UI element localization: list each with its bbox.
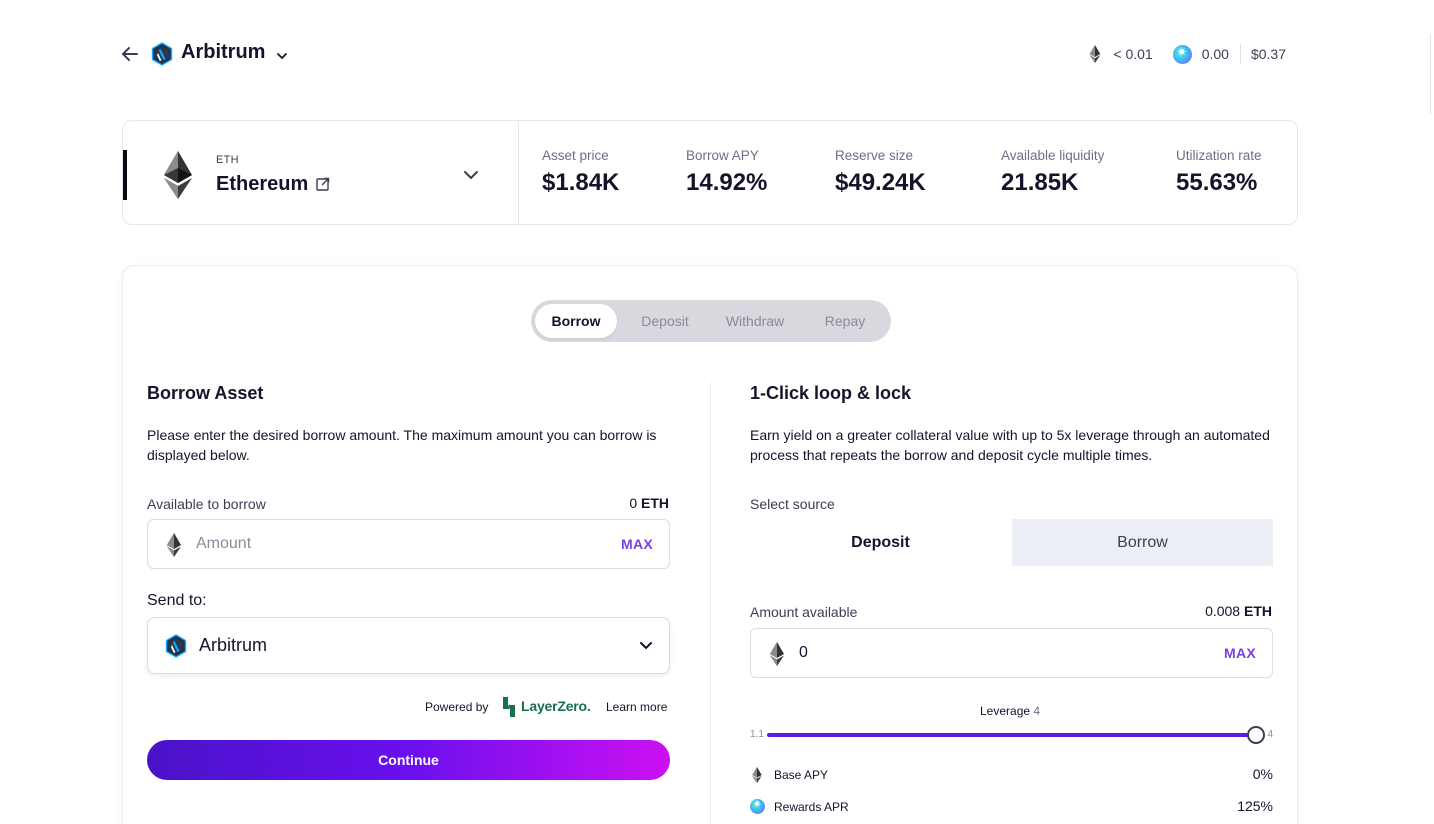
layerzero-logo-text: LayerZero. — [521, 698, 591, 714]
source-toggle: Deposit Borrow — [750, 519, 1273, 566]
eth-icon — [167, 533, 181, 557]
wallet-balances: < 0.01 0.00 $0.37 — [1087, 44, 1286, 64]
stat-label: Asset price — [542, 148, 609, 163]
scrollbar[interactable] — [1430, 34, 1434, 114]
leverage-slider[interactable]: 1.1 4 — [750, 725, 1273, 745]
stat-asset-price: Asset price $1.84K — [542, 148, 619, 197]
available-amount: 0 — [629, 495, 638, 511]
tab-withdraw[interactable]: Withdraw — [725, 313, 785, 329]
tab-borrow[interactable]: Borrow — [535, 304, 617, 338]
rewards-balance: 0.00 — [1201, 46, 1229, 62]
base-apy-row: Base APY 0% — [750, 765, 1273, 785]
source-deposit-button[interactable]: Deposit — [750, 519, 1011, 566]
slider-thumb[interactable] — [1247, 726, 1265, 744]
loop-amount-input[interactable] — [799, 639, 1179, 667]
borrow-amount-field[interactable]: MAX — [147, 519, 670, 569]
stat-value: $1.84K — [542, 169, 620, 196]
chevron-down-icon[interactable] — [463, 168, 479, 182]
leverage-label: Leverage 4 — [980, 704, 1040, 718]
amount-available-unit: ETH — [1244, 603, 1272, 619]
max-button[interactable]: MAX — [620, 536, 653, 552]
rewards-token-icon — [1172, 44, 1192, 64]
tab-repay[interactable]: Repay — [824, 313, 866, 329]
amount-available-label: Amount available — [750, 604, 858, 620]
powered-by-label: Powered by — [425, 700, 489, 714]
external-link-icon[interactable] — [316, 177, 330, 191]
back-arrow-icon[interactable] — [120, 44, 140, 64]
leverage-min: 1.1 — [750, 729, 764, 740]
rewards-apr-label: Rewards APR — [774, 800, 849, 814]
amount-available-number: 0.008 — [1205, 603, 1241, 619]
source-borrow-button[interactable]: Borrow — [1012, 519, 1273, 566]
arbitrum-logo-icon — [165, 634, 187, 658]
asset-name: Ethereum — [216, 173, 309, 195]
stat-value: 55.63% — [1176, 169, 1258, 196]
stat-value: $49.24K — [835, 169, 926, 196]
layerzero-logo-icon — [503, 697, 515, 717]
chevron-down-icon — [640, 642, 652, 650]
available-to-borrow-value: 0 ETH — [629, 495, 669, 511]
selected-accent-bar — [123, 150, 127, 200]
leverage-max: 4 — [1267, 729, 1273, 740]
continue-button[interactable]: Continue — [147, 740, 670, 780]
stat-label: Utilization rate — [1176, 148, 1262, 163]
eth-icon — [1090, 45, 1101, 63]
stat-available-liquidity: Available liquidity 21.85K — [1001, 148, 1104, 197]
rewards-apr-row: Rewards APR 125% — [750, 797, 1273, 817]
available-unit: ETH — [641, 495, 669, 511]
eth-balance: < 0.01 — [1113, 46, 1153, 62]
borrow-amount-input[interactable] — [196, 530, 576, 558]
arbitrum-logo-icon — [151, 42, 173, 66]
stat-reserve-size: Reserve size $49.24K — [835, 148, 926, 197]
base-apy-label: Base APY — [774, 768, 829, 782]
stat-value: 14.92% — [686, 169, 768, 196]
slider-fill — [767, 733, 1256, 737]
top-bar: Arbitrum < 0.01 0.00 $0.37 — [120, 38, 1290, 70]
action-tabs: Borrow Deposit Withdraw Repay — [531, 300, 891, 342]
available-to-borrow-label: Available to borrow — [147, 496, 266, 512]
powered-by: Powered by LayerZero. Learn more — [425, 694, 671, 720]
stat-label: Borrow APY — [686, 148, 759, 163]
eth-icon — [752, 767, 762, 783]
base-apy-value: 0% — [1252, 766, 1273, 782]
stat-borrow-apy: Borrow APY 14.92% — [686, 148, 767, 197]
borrow-description: Please enter the desired borrow amount. … — [147, 427, 657, 463]
loop-section-title: 1-Click loop & lock — [750, 383, 912, 403]
asset-symbol: ETH — [216, 154, 239, 166]
stat-label: Reserve size — [835, 148, 914, 163]
stat-value: 21.85K — [1001, 169, 1079, 196]
send-to-label: Send to: — [147, 592, 207, 609]
ethereum-logo-icon — [164, 151, 192, 199]
amount-available-value: 0.008 ETH — [1205, 603, 1272, 619]
leverage-value: 4 — [1033, 704, 1041, 718]
loop-description: Earn yield on a greater collateral value… — [750, 427, 1270, 463]
rewards-token-icon — [750, 799, 765, 814]
rewards-apr-value: 125% — [1237, 798, 1273, 814]
slider-track[interactable] — [767, 726, 1265, 744]
select-source-label: Select source — [750, 496, 835, 512]
max-button[interactable]: MAX — [1223, 645, 1256, 661]
usd-balance: $0.37 — [1250, 46, 1286, 62]
asset-selector[interactable]: ETH Ethereum — [123, 121, 519, 224]
action-card: Borrow Deposit Withdraw Repay Borrow Ass… — [122, 265, 1298, 824]
stat-utilization-rate: Utilization rate 55.63% — [1176, 148, 1262, 197]
leverage-label-text: Leverage — [980, 704, 1031, 718]
loop-amount-field[interactable]: MAX — [750, 628, 1273, 678]
divider — [1239, 44, 1241, 64]
send-to-select[interactable]: Arbitrum — [147, 617, 670, 674]
learn-more-link[interactable]: Learn more — [606, 700, 668, 714]
send-to-value: Arbitrum — [199, 635, 268, 655]
column-divider — [710, 382, 711, 824]
chevron-down-icon[interactable] — [276, 50, 288, 62]
stat-label: Available liquidity — [1001, 148, 1105, 163]
borrow-section-title: Borrow Asset — [147, 383, 264, 403]
asset-summary-card: ETH Ethereum Asset price $1.84K Borrow A… — [122, 120, 1298, 225]
eth-icon — [770, 642, 784, 666]
network-name[interactable]: Arbitrum — [181, 41, 266, 63]
tab-deposit[interactable]: Deposit — [641, 313, 689, 329]
